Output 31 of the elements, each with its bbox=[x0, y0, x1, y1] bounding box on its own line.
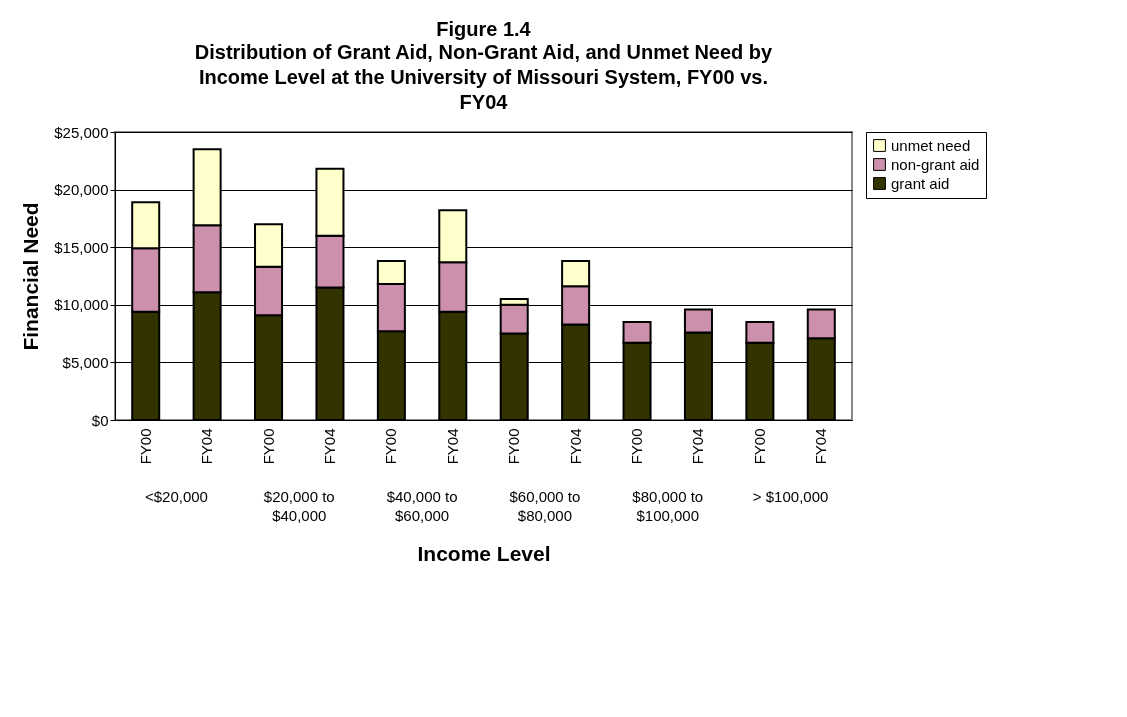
x-tick-label: FY04 bbox=[198, 428, 216, 465]
x-tick-label: FY04 bbox=[320, 428, 338, 465]
text: > $100,000 bbox=[752, 488, 829, 505]
x-axis-title: Income Level bbox=[417, 542, 551, 566]
x-tick-label: FY00 bbox=[628, 428, 646, 465]
legend-label: non-grant aid bbox=[891, 155, 980, 173]
chart-subtitle: Distribution of Grant Aid, Non-Grant Aid, and Unmet Need by Income Level at the University of Missouri System, FY00 vs. FY04 bbox=[194, 41, 774, 113]
text: <$20,000 bbox=[144, 488, 208, 505]
x-tick-label: FY00 bbox=[259, 428, 277, 465]
y-tick-label: $0 bbox=[91, 411, 109, 429]
y-tick-label: $25,000 bbox=[54, 123, 109, 141]
y-tick-label: $20,000 bbox=[54, 181, 109, 199]
x-tick-label: FY04 bbox=[443, 428, 461, 465]
y-axis-title: Financial Need bbox=[19, 202, 43, 351]
text: $60,000 to $80,000 bbox=[509, 488, 581, 524]
text: $80,000 to $100,000 bbox=[632, 488, 704, 524]
x-tick-label: FY00 bbox=[136, 428, 154, 465]
x-tick-label: FY00 bbox=[382, 428, 400, 465]
y-tick-label: $10,000 bbox=[54, 296, 109, 314]
text: $20,000 to $40,000 bbox=[263, 488, 335, 524]
x-tick-label: FY00 bbox=[505, 428, 523, 465]
legend-label: grant aid bbox=[891, 174, 950, 192]
y-tick-label: $5,000 bbox=[62, 353, 109, 371]
x-tick-label: FY04 bbox=[566, 428, 584, 465]
y-tick-label: $15,000 bbox=[54, 238, 109, 256]
chart-title: Figure 1.4 bbox=[436, 18, 532, 40]
legend-label: unmet need bbox=[891, 136, 971, 154]
x-tick-label: FY00 bbox=[750, 428, 768, 465]
x-tick-label: FY04 bbox=[689, 428, 707, 465]
text: $40,000 to $60,000 bbox=[386, 488, 458, 524]
x-tick-label: FY04 bbox=[812, 428, 830, 465]
